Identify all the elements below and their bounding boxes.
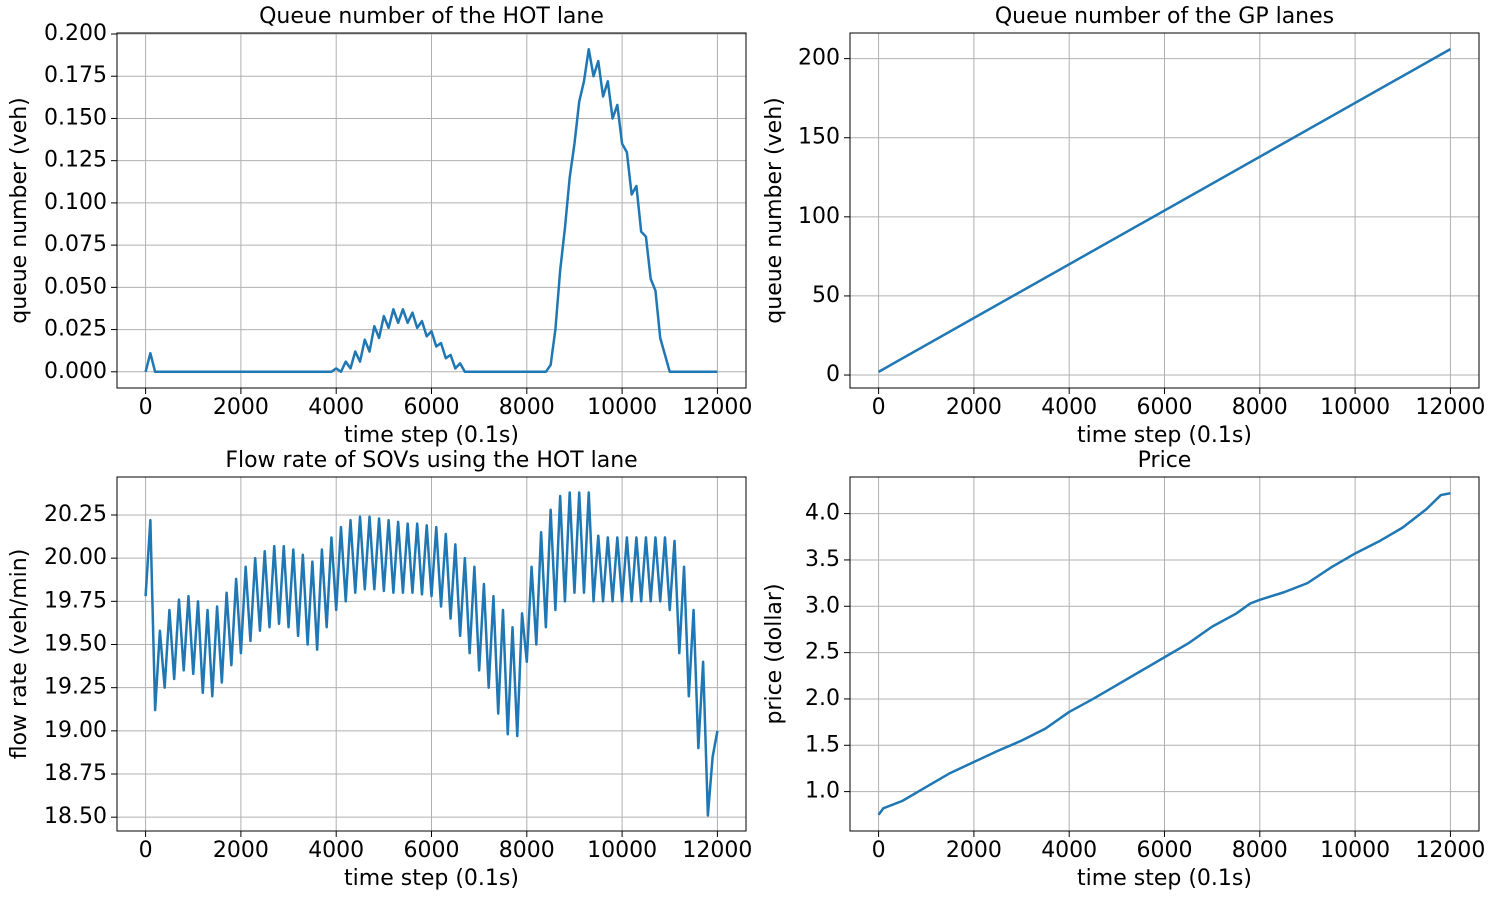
y-tick-label: 18.75 <box>44 761 107 786</box>
x-tick-label: 0 <box>139 838 153 863</box>
x-tick-label: 0 <box>139 395 153 420</box>
y-tick-label: 0.100 <box>44 190 107 215</box>
y-tick-label: 18.50 <box>44 804 107 829</box>
y-tick-label: 100 <box>798 204 840 229</box>
axes-frame <box>849 32 1480 389</box>
y-axis-label: flow rate (veh/min) <box>7 549 32 760</box>
chart-title: Price <box>1138 448 1192 473</box>
y-axis-label: queue number (veh) <box>7 97 32 323</box>
x-tick-label: 0 <box>872 395 886 420</box>
x-tick-label: 6000 <box>1137 838 1193 863</box>
x-tick-label: 8000 <box>499 838 555 863</box>
x-tick-label: 10000 <box>587 838 657 863</box>
x-tick-label: 4000 <box>1041 395 1097 420</box>
x-tick-label: 12000 <box>1415 838 1485 863</box>
y-tick-label: 0.025 <box>44 317 107 342</box>
x-tick-label: 4000 <box>1041 838 1097 863</box>
y-tick-label: 20.25 <box>44 502 107 527</box>
x-tick-label: 2000 <box>946 395 1002 420</box>
y-tick-label: 50 <box>812 283 840 308</box>
y-axis-label: queue number (veh) <box>762 97 787 323</box>
y-tick-label: 0.075 <box>44 232 107 257</box>
data-line <box>144 47 718 374</box>
x-tick-label: 6000 <box>404 838 460 863</box>
y-axis-label: price (dollar) <box>762 583 787 724</box>
y-tick-label: 19.50 <box>44 632 107 657</box>
x-axis-label: time step (0.1s) <box>1077 423 1252 448</box>
data-line <box>877 491 1451 816</box>
y-tick-label: 19.00 <box>44 718 107 743</box>
y-tick-label: 0.000 <box>44 359 107 384</box>
x-tick-label: 12000 <box>682 838 752 863</box>
x-tick-label: 10000 <box>587 395 657 420</box>
x-tick-label: 12000 <box>1415 395 1485 420</box>
x-tick-label: 8000 <box>1232 395 1288 420</box>
chart-title: Flow rate of SOVs using the HOT lane <box>225 448 637 473</box>
x-tick-label: 4000 <box>308 395 364 420</box>
y-tick-label: 3.0 <box>805 593 840 618</box>
chart-title: Queue number of the GP lanes <box>995 4 1334 29</box>
x-tick-label: 2000 <box>213 838 269 863</box>
x-tick-label: 0 <box>872 838 886 863</box>
y-tick-label: 200 <box>798 46 840 71</box>
chart-title: Queue number of the HOT lane <box>259 4 604 29</box>
y-tick-label: 19.75 <box>44 588 107 613</box>
data-line <box>877 48 1452 373</box>
y-tick-label: 4.0 <box>805 501 840 526</box>
data-line <box>144 491 719 817</box>
y-tick-label: 2.5 <box>805 640 840 665</box>
y-tick-label: 0.050 <box>44 274 107 299</box>
x-tick-label: 8000 <box>1232 838 1288 863</box>
y-tick-label: 20.00 <box>44 545 107 570</box>
x-tick-label: 10000 <box>1320 838 1390 863</box>
y-tick-label: 150 <box>798 125 840 150</box>
y-tick-label: 1.0 <box>805 779 840 804</box>
y-tick-label: 0.200 <box>44 21 107 46</box>
x-tick-label: 2000 <box>946 838 1002 863</box>
x-tick-label: 8000 <box>499 395 555 420</box>
x-axis-label: time step (0.1s) <box>344 866 519 891</box>
x-tick-label: 4000 <box>308 838 364 863</box>
axes-frame <box>116 32 747 389</box>
y-tick-label: 0.150 <box>44 105 107 130</box>
x-tick-label: 10000 <box>1320 395 1390 420</box>
x-tick-label: 2000 <box>213 395 269 420</box>
axes-frame <box>849 476 1480 832</box>
x-axis-label: time step (0.1s) <box>1077 866 1252 891</box>
x-tick-label: 6000 <box>1137 395 1193 420</box>
y-tick-label: 19.25 <box>44 675 107 700</box>
y-tick-label: 1.5 <box>805 732 840 757</box>
y-tick-label: 0.125 <box>44 148 107 173</box>
y-tick-label: 2.0 <box>805 686 840 711</box>
x-tick-label: 6000 <box>404 395 460 420</box>
x-tick-label: 12000 <box>682 395 752 420</box>
y-tick-label: 0.175 <box>44 63 107 88</box>
x-axis-label: time step (0.1s) <box>344 423 519 448</box>
y-tick-label: 3.5 <box>805 547 840 572</box>
axes-frame <box>116 476 747 832</box>
y-tick-label: 0 <box>826 362 840 387</box>
